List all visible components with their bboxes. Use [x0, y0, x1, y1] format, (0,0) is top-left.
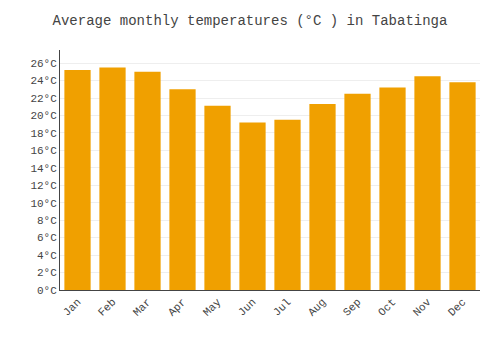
- svg-text:6°C: 6°C: [37, 232, 57, 244]
- svg-text:Nov: Nov: [411, 296, 434, 319]
- svg-text:0°C: 0°C: [37, 285, 57, 297]
- svg-text:Jul: Jul: [271, 296, 293, 318]
- svg-text:12°C: 12°C: [30, 180, 57, 192]
- svg-text:22°C: 22°C: [30, 93, 57, 105]
- svg-text:Jan: Jan: [61, 296, 83, 318]
- svg-text:Average monthly temperatures (: Average monthly temperatures (°C ) in Ta…: [53, 13, 448, 29]
- svg-text:Feb: Feb: [96, 296, 118, 318]
- svg-text:May: May: [201, 296, 224, 319]
- svg-text:Dec: Dec: [446, 296, 468, 318]
- svg-text:Mar: Mar: [131, 296, 153, 318]
- svg-text:4°C: 4°C: [37, 250, 57, 262]
- svg-text:2°C: 2°C: [37, 267, 57, 279]
- svg-text:Apr: Apr: [166, 296, 188, 318]
- svg-text:14°C: 14°C: [30, 163, 57, 175]
- svg-text:20°C: 20°C: [30, 110, 57, 122]
- svg-text:Aug: Aug: [306, 296, 328, 318]
- svg-text:Oct: Oct: [376, 296, 398, 318]
- svg-text:8°C: 8°C: [37, 215, 57, 227]
- svg-text:26°C: 26°C: [30, 58, 57, 70]
- svg-text:18°C: 18°C: [30, 128, 57, 140]
- svg-text:Sep: Sep: [341, 296, 363, 318]
- svg-text:24°C: 24°C: [30, 75, 57, 87]
- svg-text:16°C: 16°C: [30, 145, 57, 157]
- svg-text:Jun: Jun: [236, 296, 258, 318]
- svg-text:10°C: 10°C: [30, 198, 57, 210]
